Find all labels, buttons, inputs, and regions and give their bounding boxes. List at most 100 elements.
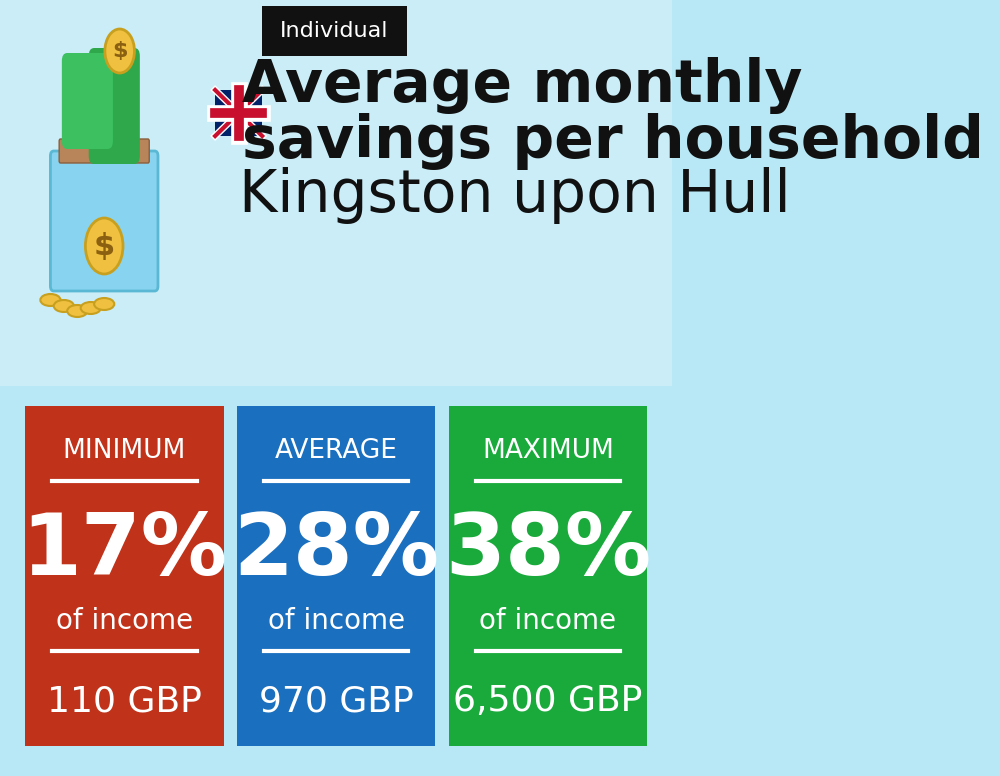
Bar: [0, 123, 672, 127]
Text: 28%: 28%: [233, 510, 439, 593]
FancyBboxPatch shape: [449, 406, 647, 746]
Bar: [0, 289, 672, 293]
Bar: [0, 88, 672, 92]
Bar: [0, 127, 672, 131]
Bar: [0, 270, 672, 274]
Bar: [0, 363, 672, 367]
Ellipse shape: [54, 300, 74, 312]
Bar: [0, 62, 672, 66]
Text: Average monthly: Average monthly: [242, 57, 802, 115]
Bar: [0, 235, 672, 239]
Bar: [0, 313, 672, 317]
Bar: [0, 81, 672, 85]
Bar: [0, 166, 672, 170]
Ellipse shape: [67, 305, 87, 317]
Bar: [0, 297, 672, 301]
Bar: [0, 112, 672, 116]
Bar: [0, 382, 672, 386]
Bar: [0, 193, 672, 197]
Bar: [0, 85, 672, 88]
Bar: [0, 104, 672, 108]
Bar: [0, 189, 672, 193]
Text: of income: of income: [56, 607, 193, 635]
FancyBboxPatch shape: [59, 139, 149, 163]
Bar: [0, 8, 672, 12]
Bar: [0, 58, 672, 62]
FancyBboxPatch shape: [262, 6, 407, 56]
Bar: [0, 278, 672, 282]
Bar: [0, 305, 672, 309]
Bar: [0, 92, 672, 96]
Bar: [0, 178, 672, 182]
Ellipse shape: [81, 302, 101, 314]
Bar: [0, 231, 672, 235]
Text: 6,500 GBP: 6,500 GBP: [453, 684, 643, 718]
Bar: [0, 66, 672, 70]
Bar: [0, 0, 672, 4]
Bar: [0, 50, 672, 54]
Bar: [0, 174, 672, 178]
Bar: [0, 348, 672, 352]
FancyBboxPatch shape: [89, 48, 140, 164]
Bar: [0, 309, 672, 313]
Bar: [0, 328, 672, 332]
Text: of income: of income: [268, 607, 405, 635]
Text: of income: of income: [479, 607, 616, 635]
Bar: [0, 23, 672, 27]
Bar: [0, 27, 672, 31]
Bar: [0, 151, 672, 154]
Text: 38%: 38%: [445, 510, 651, 593]
Bar: [0, 162, 672, 166]
Bar: [0, 35, 672, 39]
Bar: [0, 336, 672, 340]
Bar: [0, 209, 672, 213]
Text: 110 GBP: 110 GBP: [47, 684, 202, 718]
Bar: [0, 39, 672, 43]
Bar: [0, 220, 672, 224]
Bar: [0, 158, 672, 162]
Bar: [0, 217, 672, 220]
Bar: [0, 378, 672, 382]
Bar: [0, 205, 672, 209]
Ellipse shape: [94, 298, 114, 310]
Bar: [0, 77, 672, 81]
Bar: [0, 143, 672, 147]
Bar: [0, 147, 672, 151]
Text: Kingston upon Hull: Kingston upon Hull: [239, 168, 790, 224]
Bar: [0, 344, 672, 348]
Bar: [0, 332, 672, 336]
Bar: [0, 352, 672, 355]
Bar: [0, 266, 672, 270]
Bar: [0, 96, 672, 100]
Bar: [0, 70, 672, 74]
Bar: [0, 258, 672, 262]
Bar: [0, 227, 672, 231]
Text: savings per household in: savings per household in: [242, 113, 1000, 169]
Bar: [0, 255, 672, 258]
Bar: [0, 31, 672, 35]
Bar: [0, 135, 672, 139]
Bar: [0, 286, 672, 289]
Bar: [0, 185, 672, 189]
Bar: [0, 371, 672, 375]
Bar: [0, 293, 672, 297]
Bar: [0, 170, 672, 174]
Bar: [0, 282, 672, 286]
Text: 17%: 17%: [21, 510, 227, 593]
Bar: [0, 374, 672, 378]
Text: MAXIMUM: MAXIMUM: [482, 438, 614, 464]
Bar: [0, 201, 672, 205]
Bar: [0, 359, 672, 363]
Bar: [0, 12, 672, 16]
FancyBboxPatch shape: [50, 151, 158, 291]
Bar: [0, 213, 672, 217]
FancyBboxPatch shape: [25, 406, 224, 746]
Bar: [0, 317, 672, 320]
Bar: [0, 324, 672, 328]
Bar: [0, 320, 672, 324]
Bar: [0, 197, 672, 201]
Bar: [0, 154, 672, 158]
Bar: [0, 120, 672, 123]
FancyBboxPatch shape: [215, 90, 262, 136]
Text: MINIMUM: MINIMUM: [63, 438, 186, 464]
